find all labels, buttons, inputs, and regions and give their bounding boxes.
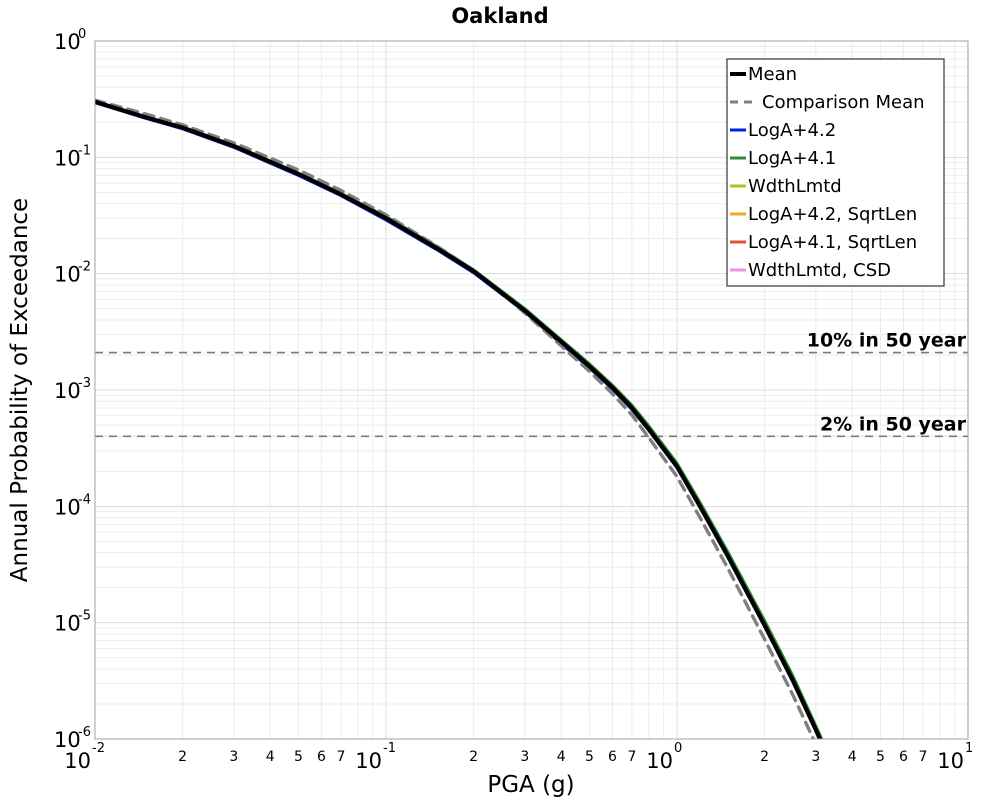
legend-item: LogA+4.1 [730, 148, 836, 169]
x-minor-tick-label: 4 [848, 749, 857, 765]
x-tick-base: 10 [355, 749, 382, 773]
y-tick-base: 10 [54, 263, 81, 287]
legend-item: Comparison Mean [730, 92, 925, 113]
x-tick-label: 100 [646, 741, 682, 773]
x-minor-tick-label: 6 [899, 749, 908, 765]
y-tick-exponent: -2 [78, 260, 91, 275]
chart-title: Oakland [451, 4, 548, 28]
y-tick-label: 10-4 [54, 492, 91, 519]
grid [94, 40, 969, 740]
y-tick-label: 10-1 [54, 143, 91, 170]
legend-item: LogA+4.2 [730, 120, 836, 141]
x-minor-tick-label: 5 [585, 749, 594, 765]
legend-label: LogA+4.1, SqrtLen [748, 232, 917, 253]
x-tick-base: 10 [64, 749, 91, 773]
x-tick-label: 101 [937, 741, 973, 773]
y-tick-label: 10-2 [54, 260, 91, 287]
y-tick-exponent: -1 [78, 143, 91, 158]
legend-label: LogA+4.2 [748, 120, 836, 141]
x-tick-base: 10 [937, 749, 964, 773]
y-tick-label: 10-3 [54, 376, 91, 403]
series-lines [95, 98, 824, 739]
y-axis-label: Annual Probability of Exceedance [7, 198, 33, 582]
y-tick-base: 10 [54, 728, 81, 752]
x-minor-tick-label: 6 [608, 749, 617, 765]
x-minor-tick-label: 3 [229, 749, 238, 765]
legend-item: LogA+4.1, SqrtLen [730, 232, 917, 253]
x-minor-tick-label: 2 [469, 749, 478, 765]
x-minor-tick-label: 5 [876, 749, 885, 765]
y-tick-base: 10 [54, 612, 81, 636]
legend-box [726, 58, 945, 287]
y-tick-base: 10 [54, 379, 81, 403]
x-minor-tick-label: 3 [520, 749, 529, 765]
legend-item: Mean [730, 64, 797, 85]
reference-line-label: 2% in 50 year [820, 413, 967, 435]
x-minor-tick-label: 5 [294, 749, 303, 765]
y-tick-base: 10 [54, 146, 81, 170]
x-minor-tick-label: 2 [178, 749, 187, 765]
x-minor-tick-label: 7 [627, 749, 636, 765]
legend-label: Comparison Mean [762, 92, 925, 113]
y-tick-exponent: -5 [78, 609, 91, 624]
x-tick-label: 10-2 [64, 741, 105, 773]
y-tick-label: 10-5 [54, 609, 91, 636]
x-minor-tick-label: 4 [557, 749, 566, 765]
series-line-mean [95, 99, 823, 739]
legend-label: Mean [748, 64, 797, 85]
x-minor-tick-label: 6 [317, 749, 326, 765]
y-tick-base: 10 [54, 495, 81, 519]
x-minor-tick-label: 7 [336, 749, 345, 765]
reference-line-label: 10% in 50 year [807, 330, 967, 352]
plot-frame [94, 40, 969, 740]
x-minor-tick-label: 2 [760, 749, 769, 765]
x-tick-exponent: 1 [965, 741, 973, 756]
legend-label: LogA+4.2, SqrtLen [748, 204, 917, 225]
x-tick-exponent: -1 [383, 741, 396, 756]
x-tick-exponent: -2 [92, 741, 105, 756]
x-axis-label: PGA (g) [487, 772, 574, 798]
legend-item: LogA+4.2, SqrtLen [730, 204, 917, 225]
legend-item: WdthLmtd [730, 176, 842, 197]
x-tick-label: 10-1 [355, 741, 396, 773]
legend-label: WdthLmtd, CSD [748, 260, 891, 281]
x-minor-tick-label: 4 [266, 749, 275, 765]
y-tick-exponent: -4 [78, 492, 91, 507]
y-tick-label: 10-6 [54, 725, 91, 752]
series-line-comparison-mean [95, 98, 816, 739]
y-tick-base: 10 [54, 30, 81, 54]
legend-item: WdthLmtd, CSD [730, 260, 891, 281]
x-tick-exponent: 0 [674, 741, 682, 756]
y-tick-exponent: 0 [78, 27, 86, 42]
x-tick-base: 10 [646, 749, 673, 773]
y-tick-exponent: -6 [78, 725, 91, 740]
x-minor-tick-label: 7 [918, 749, 927, 765]
x-minor-tick-label: 3 [811, 749, 820, 765]
legend: Mean Comparison Mean LogA+4.2 LogA+4.1 WdthL… [726, 58, 945, 287]
y-tick-label: 100 [54, 27, 86, 54]
legend-label: LogA+4.1 [748, 148, 836, 169]
y-tick-exponent: -3 [78, 376, 91, 391]
legend-label: WdthLmtd [748, 176, 842, 197]
reference-lines: 10% in 50 year 2% in 50 year [95, 330, 968, 438]
